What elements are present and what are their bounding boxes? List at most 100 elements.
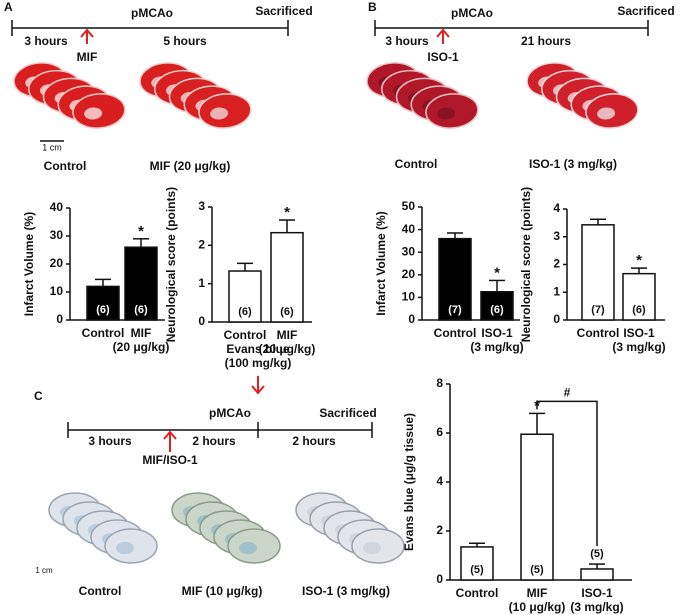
- y-tick-label: 1: [553, 284, 560, 298]
- significance: *: [284, 204, 290, 221]
- brain-photo: [366, 62, 479, 129]
- arrow: [163, 430, 177, 452]
- x-tick-label: Control: [577, 326, 620, 340]
- brain-photo: [139, 62, 252, 129]
- y-axis-label: Infarct Volume (%): [374, 211, 388, 315]
- brain-spot: [84, 107, 103, 120]
- y-axis-label: Infarct Volume (%): [22, 212, 36, 316]
- brain-photo: [295, 492, 405, 564]
- y-axis-label: Neurological score (points): [164, 187, 178, 342]
- timeline-drug: MIF/ISO-1: [142, 453, 198, 467]
- y-tick-label: 4: [436, 474, 443, 488]
- n-label: (6): [632, 304, 646, 316]
- y-tick-label: 6: [436, 425, 443, 439]
- brain-spot: [116, 542, 134, 554]
- bar: [622, 272, 656, 321]
- x-tick-label: Control: [224, 328, 267, 342]
- x-tick-label: MIF (10 μg/kg): [509, 586, 566, 614]
- arrow: [436, 28, 450, 44]
- timeline-interval: 2 hours: [292, 434, 336, 448]
- y-tick-label: 10: [402, 290, 416, 304]
- timeline-interval: 3 hours: [24, 34, 68, 48]
- panel-label: A: [4, 0, 13, 14]
- timeline-drug: MIF: [77, 50, 98, 64]
- x-tick-label: MIF (20 μg/kg): [259, 328, 316, 356]
- brain-spot: [437, 107, 456, 120]
- y-tick-label: 0: [408, 312, 415, 326]
- bar: [460, 546, 494, 581]
- y-tick-label: 3: [198, 199, 205, 213]
- bar: [520, 433, 554, 581]
- y-axis-label: Neurological score (points): [519, 187, 533, 342]
- x-tick-label: ISO-1 (3 mg/kg): [570, 586, 623, 614]
- comparison-bracket: [536, 400, 598, 547]
- photo-caption: ISO-1 (3 mg/kg): [529, 157, 617, 171]
- y-axis-label: Evans blue (μg/g tissue): [402, 413, 416, 551]
- n-label: (6): [280, 306, 294, 318]
- x-tick-label: Control: [434, 326, 477, 340]
- significance: *: [636, 252, 642, 269]
- bar: [86, 285, 120, 321]
- n-label: (6): [238, 306, 252, 318]
- brain-photo: [526, 62, 639, 129]
- n-label: (6): [490, 304, 504, 316]
- y-tick-label: 40: [402, 222, 416, 236]
- timeline-interval: 5 hours: [163, 34, 207, 48]
- bar: [480, 291, 514, 321]
- y-tick-label: 1: [198, 276, 205, 290]
- x-tick-label: Control: [456, 586, 499, 600]
- photo-caption: ISO-1 (3 mg/kg): [302, 584, 390, 598]
- y-tick-label: 4: [553, 201, 560, 215]
- timeline-event: pMCAo: [451, 6, 493, 20]
- brain-photo: [13, 62, 126, 129]
- n-label: (7): [448, 304, 462, 316]
- panel-label: C: [34, 389, 43, 403]
- n-label: (6): [96, 304, 110, 316]
- photo-caption: Control: [44, 159, 87, 173]
- bar: [228, 270, 262, 323]
- brain-photo: [48, 492, 158, 564]
- y-tick-label: 2: [553, 257, 560, 271]
- timeline-event: pMCAo: [209, 406, 251, 420]
- y-tick-label: 0: [198, 314, 205, 328]
- comparison-label: #: [564, 386, 571, 400]
- dye-label: Evans blue (100 mg/kg): [225, 342, 292, 370]
- n-label: (5): [470, 564, 484, 576]
- y-tick-label: 8: [436, 376, 443, 390]
- photo-caption: MIF (20 μg/kg): [150, 159, 231, 173]
- panel-label: B: [368, 0, 377, 14]
- n-label: (5): [590, 548, 604, 560]
- y-tick-label: 50: [402, 199, 416, 213]
- photo-caption: Control: [395, 157, 438, 171]
- x-tick-label: Control: [82, 326, 125, 340]
- y-tick-label: 20: [402, 267, 416, 281]
- n-label: (5): [530, 564, 544, 576]
- timeline-drug: ISO-1: [427, 50, 459, 64]
- y-tick-label: 3: [553, 229, 560, 243]
- timeline-end: Sacrificed: [319, 406, 376, 420]
- timeline-interval: 3 hours: [385, 34, 429, 48]
- timeline-interval: 2 hours: [192, 434, 236, 448]
- timeline-end: Sacrificed: [617, 4, 674, 18]
- timeline-end: Sacrificed: [255, 4, 312, 18]
- bar: [124, 246, 158, 321]
- y-tick-label: 20: [50, 256, 64, 270]
- photo-caption: Control: [79, 584, 122, 598]
- x-tick-label: ISO-1 (3 mg/kg): [612, 326, 665, 354]
- brain-spot: [363, 542, 381, 554]
- brain-spot: [239, 542, 257, 554]
- scale-label: 1 cm: [42, 142, 62, 152]
- bar: [580, 568, 614, 581]
- bar: [438, 237, 472, 321]
- y-tick-label: 40: [50, 200, 64, 214]
- y-tick-label: 2: [198, 238, 205, 252]
- timeline-interval: 21 hours: [521, 34, 571, 48]
- arrow: [80, 28, 94, 44]
- y-tick-label: 0: [56, 312, 63, 326]
- timeline-interval: 3 hours: [88, 434, 132, 448]
- bar: [581, 224, 615, 321]
- significance: *: [138, 223, 144, 240]
- significance: *: [494, 264, 500, 281]
- y-tick-label: 0: [436, 572, 443, 586]
- bar: [270, 231, 304, 323]
